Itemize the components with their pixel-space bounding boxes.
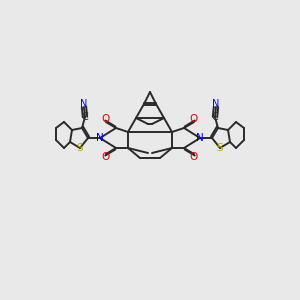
Text: O: O	[190, 114, 198, 124]
Text: C: C	[212, 112, 218, 122]
Text: S: S	[77, 143, 83, 153]
Text: N: N	[196, 133, 204, 143]
Text: N: N	[80, 99, 88, 109]
Text: O: O	[102, 114, 110, 124]
Text: C: C	[82, 112, 88, 122]
Text: S: S	[217, 143, 223, 153]
Text: N: N	[212, 99, 220, 109]
Text: N: N	[96, 133, 104, 143]
Text: O: O	[102, 152, 110, 162]
Text: O: O	[190, 152, 198, 162]
